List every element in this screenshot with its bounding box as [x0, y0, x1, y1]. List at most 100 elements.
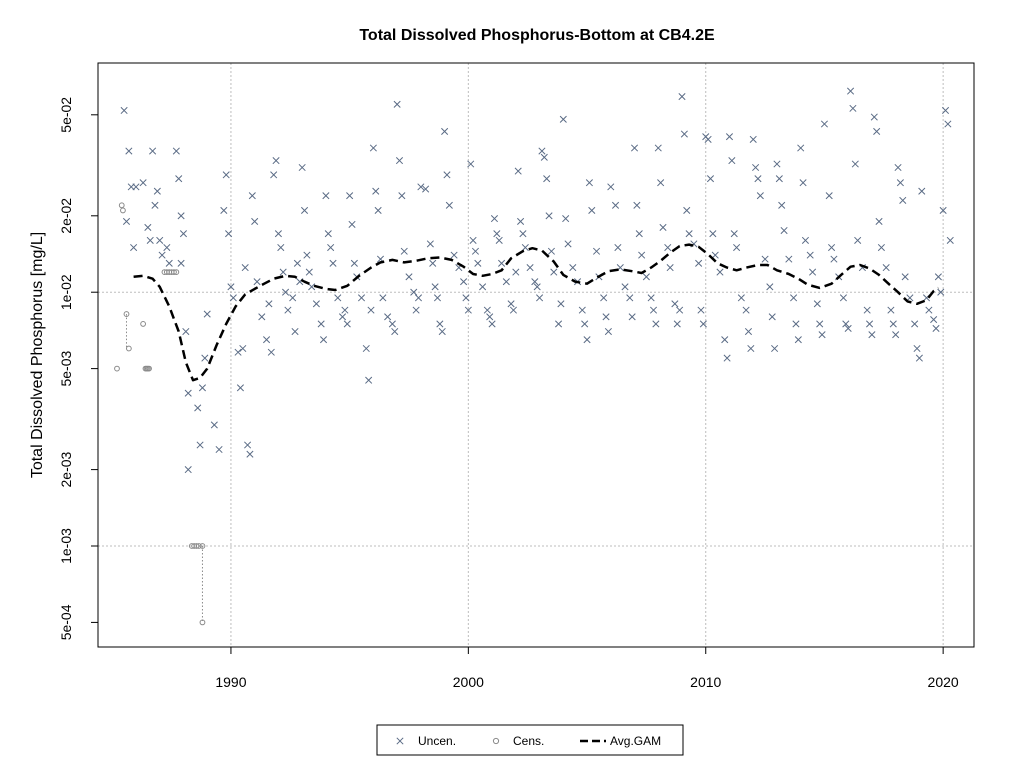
uncensored-point — [172, 147, 180, 155]
uncensored-point — [918, 187, 926, 195]
x-tick-label: 1990 — [215, 674, 246, 690]
uncensored-point — [673, 320, 681, 328]
uncensored-point — [229, 294, 237, 302]
uncensored-point — [445, 201, 453, 209]
uncensored-point — [868, 331, 876, 339]
uncensored-point — [633, 201, 641, 209]
censored-point — [173, 269, 180, 276]
uncensored-point — [144, 223, 152, 231]
uncensored-point — [281, 288, 290, 296]
uncensored-point — [652, 320, 660, 328]
uncensored-point — [671, 300, 679, 308]
uncensored-point — [607, 183, 615, 191]
uncensored-point — [474, 259, 482, 267]
uncensored-point — [863, 306, 871, 314]
x-tick-label: 2020 — [928, 674, 959, 690]
uncensored-point — [901, 273, 909, 281]
uncensored-point — [165, 259, 173, 267]
uncensored-point — [239, 344, 247, 353]
uncensored-point — [329, 259, 337, 267]
x-axis: 1990 2000 2010 2020 — [215, 647, 959, 690]
uncensored-point — [892, 331, 900, 339]
uncensored-point — [327, 243, 335, 252]
uncensored-point — [149, 147, 157, 155]
uncensored-point — [291, 327, 299, 336]
uncensored-point — [443, 171, 451, 179]
uncensored-point — [543, 175, 551, 183]
uncensored-point — [844, 324, 852, 332]
uncensored-point — [433, 294, 442, 302]
uncensored-point — [163, 243, 171, 252]
uncensored-point — [647, 294, 655, 302]
uncensored-point — [585, 179, 593, 187]
uncensored-point — [258, 313, 266, 321]
uncensored-point — [374, 206, 382, 214]
uncensored-point — [210, 421, 218, 429]
uncensored-point — [638, 251, 646, 259]
uncensored-point — [201, 354, 209, 362]
uncensored-point — [125, 147, 133, 155]
uncensored-point — [398, 192, 406, 200]
uncensored-point — [547, 247, 555, 255]
uncensored-point — [514, 167, 522, 175]
uncensored-point — [600, 294, 608, 302]
uncensored-point — [438, 327, 446, 336]
censored-point — [120, 207, 126, 214]
uncensored-point — [730, 230, 738, 238]
uncensored-point — [184, 389, 192, 397]
uncensored-point — [177, 212, 185, 220]
uncensored-point — [604, 327, 612, 336]
uncensored-point — [540, 153, 548, 161]
legend-uncensored-marker — [396, 737, 404, 745]
uncensored-point — [937, 288, 945, 296]
uncensored-point — [659, 223, 667, 231]
uncensored-points — [120, 87, 954, 474]
legend: Uncen. Cens. Avg.GAM — [376, 724, 684, 756]
uncensored-point — [179, 230, 188, 238]
uncensored-point — [450, 251, 458, 259]
uncensored-point — [581, 320, 589, 328]
uncensored-point — [801, 236, 810, 244]
uncensored-point — [588, 206, 596, 214]
uncensored-point — [308, 283, 316, 291]
uncensored-point — [272, 157, 280, 165]
y-tick-label: 1e-02 — [58, 274, 74, 310]
uncensored-point — [785, 255, 793, 263]
uncensored-point — [773, 160, 781, 168]
uncensored-point — [875, 217, 883, 226]
uncensored-point — [334, 294, 342, 302]
uncensored-point — [728, 157, 736, 165]
uncensored-point — [742, 306, 750, 314]
uncensored-point — [220, 206, 228, 214]
censored-point — [195, 543, 202, 549]
uncensored-point — [531, 278, 539, 286]
uncensored-point — [279, 268, 287, 276]
uncensored-point — [493, 230, 501, 238]
uncensored-point — [562, 215, 570, 223]
uncensored-point — [460, 278, 468, 286]
uncensored-point — [939, 206, 947, 214]
uncensored-point — [747, 344, 755, 353]
uncensored-point — [564, 240, 572, 248]
uncensored-point — [348, 220, 356, 228]
uncensored-point — [797, 144, 805, 152]
uncensored-point — [877, 243, 885, 252]
uncensored-point — [236, 384, 244, 392]
uncensored-point — [554, 320, 563, 328]
uncensored-point — [357, 294, 366, 302]
uncensored-point — [265, 300, 273, 308]
uncensored-point — [234, 348, 242, 356]
uncensored-point — [502, 278, 510, 286]
uncensored-point — [122, 217, 131, 226]
uncensored-point — [130, 243, 138, 252]
uncensored-point — [602, 313, 610, 321]
uncensored-point — [711, 251, 719, 259]
uncensored-point — [621, 283, 629, 291]
censored-point — [125, 345, 132, 352]
uncensored-point — [277, 243, 285, 252]
uncensored-point — [680, 130, 688, 138]
uncensored-point — [132, 183, 140, 191]
uncensored-point — [177, 259, 185, 267]
uncensored-point — [498, 259, 506, 267]
uncensored-point — [225, 230, 233, 238]
